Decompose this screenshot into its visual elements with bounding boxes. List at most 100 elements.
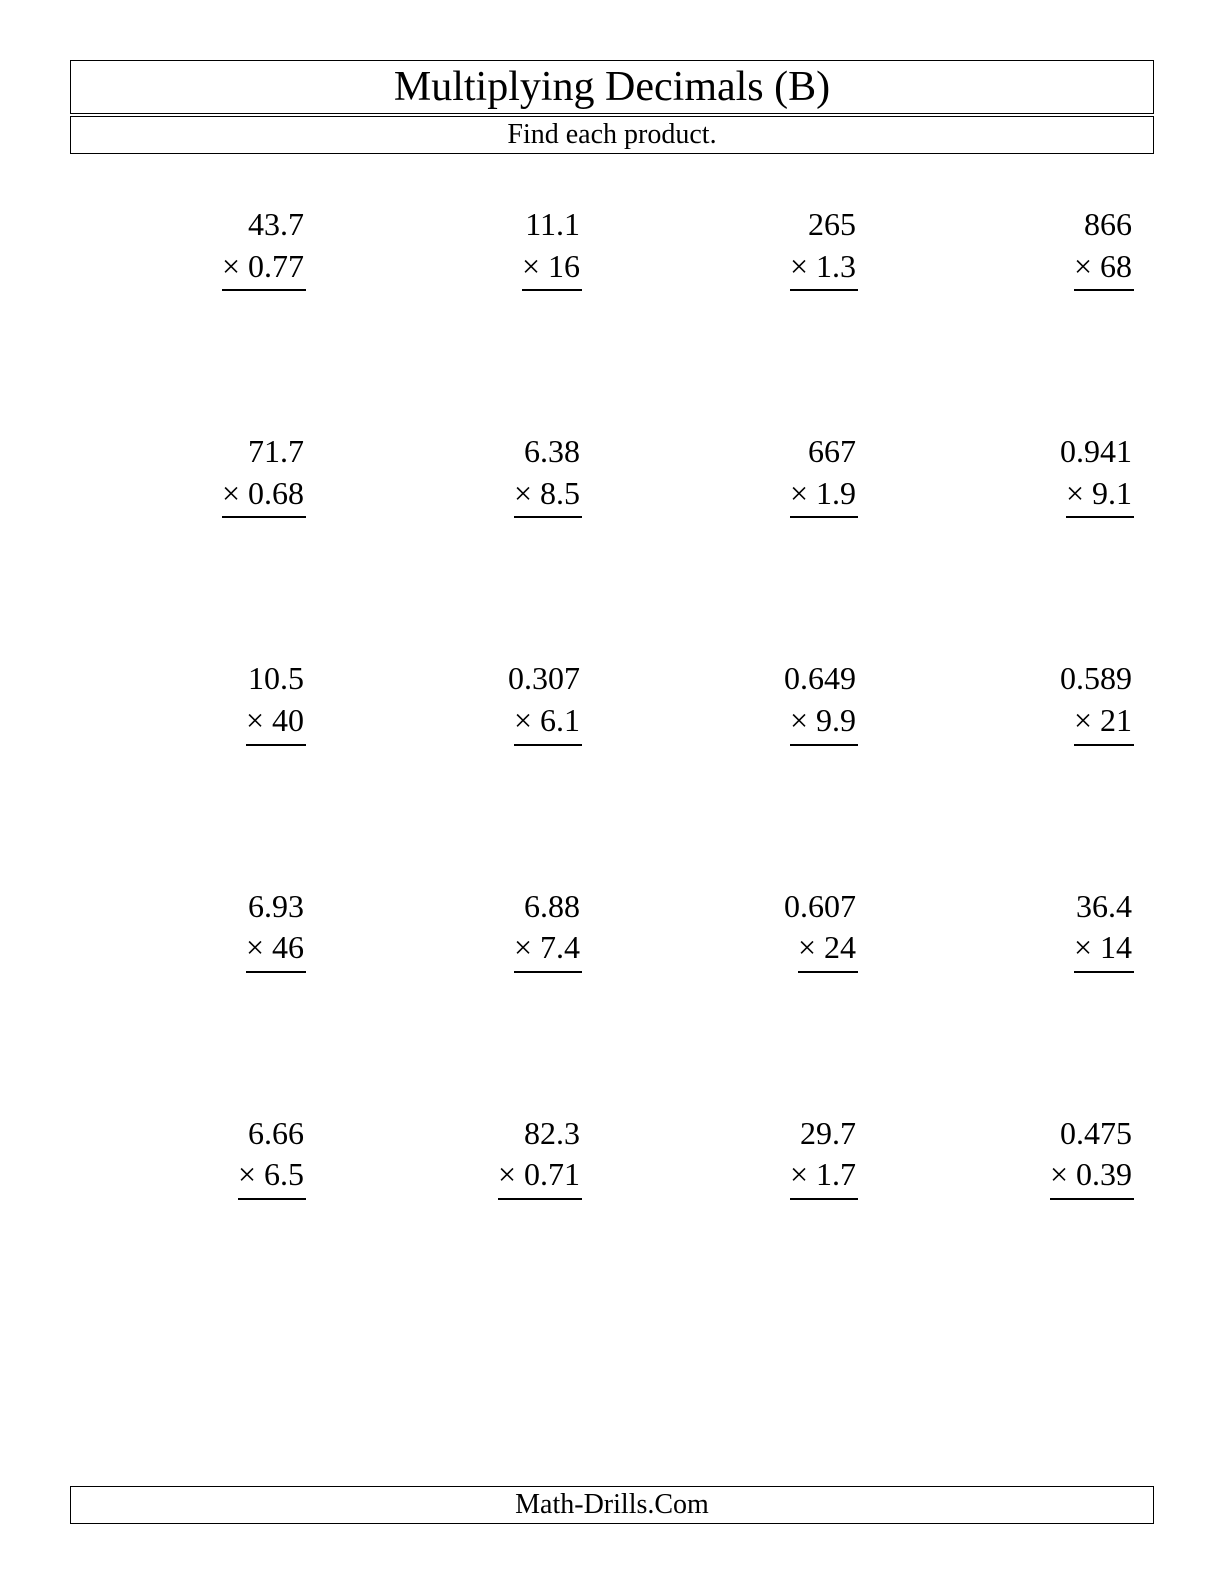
multiplicand: 36.4 [1076,886,1134,928]
problem: 6.66× 6.5 [90,1113,306,1200]
multiplicand: 0.307 [508,658,582,700]
multiplier: 1.7 [816,1156,856,1192]
multiply-symbol: × [246,929,264,965]
problem: 0.589× 21 [918,658,1134,745]
multiplier: 21 [1100,702,1132,738]
multiply-symbol: × [790,475,808,511]
multiplier: 0.39 [1076,1156,1132,1192]
multiplier: 9.9 [816,702,856,738]
multiplier: 6.1 [540,702,580,738]
problem: 0.307× 6.1 [366,658,582,745]
multiplicand: 82.3 [524,1113,582,1155]
page-subtitle: Find each product. [71,119,1153,151]
multiplicand: 43.7 [248,204,306,246]
multiply-symbol: × [1074,929,1092,965]
multiplicand: 10.5 [248,658,306,700]
multiplicand: 6.66 [248,1113,306,1155]
multiply-symbol: × [1074,702,1092,738]
multiplier: 14 [1100,929,1132,965]
problem: 6.93× 46 [90,886,306,973]
multiplier: 1.9 [816,475,856,511]
multiplier-row: × 8.5 [514,473,582,519]
multiplier: 8.5 [540,475,580,511]
multiply-symbol: × [498,1156,516,1192]
multiplier-row: × 0.39 [1050,1154,1134,1200]
multiplier-row: × 0.68 [222,473,306,519]
problem: 866× 68 [918,204,1134,291]
problem: 0.607× 24 [642,886,858,973]
multiplicand: 0.941 [1060,431,1134,473]
multiplicand: 0.607 [784,886,858,928]
multiplicand: 71.7 [248,431,306,473]
multiply-symbol: × [1050,1156,1068,1192]
multiplicand: 265 [808,204,858,246]
problem: 0.941× 9.1 [918,431,1134,518]
multiply-symbol: × [522,248,540,284]
multiplier-row: × 46 [246,927,306,973]
multiplier-row: × 68 [1074,246,1134,292]
problem: 0.649× 9.9 [642,658,858,745]
multiplicand: 0.589 [1060,658,1134,700]
multiplicand: 0.475 [1060,1113,1134,1155]
multiplicand: 0.649 [784,658,858,700]
multiplicand: 667 [808,431,858,473]
multiplier-row: × 21 [1074,700,1134,746]
multiply-symbol: × [790,248,808,284]
problem: 29.7× 1.7 [642,1113,858,1200]
multiplier-row: × 9.1 [1066,473,1134,519]
multiplier: 16 [548,248,580,284]
problem: 6.88× 7.4 [366,886,582,973]
problem: 667× 1.9 [642,431,858,518]
multiplier: 24 [824,929,856,965]
multiplier-row: × 1.3 [790,246,858,292]
multiply-symbol: × [238,1156,256,1192]
multiplicand: 6.88 [524,886,582,928]
footer-text: Math-Drills.Com [71,1489,1153,1521]
multiplicand: 29.7 [800,1113,858,1155]
multiplier-row: × 14 [1074,927,1134,973]
multiplier: 1.3 [816,248,856,284]
multiplier-row: × 1.7 [790,1154,858,1200]
multiplier-row: × 6.5 [238,1154,306,1200]
multiplier: 0.77 [248,248,304,284]
multiply-symbol: × [1074,248,1092,284]
problem: 0.475× 0.39 [918,1113,1134,1200]
multiplier: 46 [272,929,304,965]
problem: 10.5× 40 [90,658,306,745]
multiplicand: 6.38 [524,431,582,473]
multiplicand: 11.1 [525,204,582,246]
multiplier: 0.71 [524,1156,580,1192]
multiply-symbol: × [514,475,532,511]
problem: 36.4× 14 [918,886,1134,973]
multiply-symbol: × [790,702,808,738]
problem: 82.3× 0.71 [366,1113,582,1200]
problem: 265× 1.3 [642,204,858,291]
problems-grid: 43.7× 0.7711.1× 16265× 1.3866× 6871.7× 0… [70,204,1154,1200]
problem: 71.7× 0.68 [90,431,306,518]
multiply-symbol: × [1066,475,1084,511]
multiplier-row: × 1.9 [790,473,858,519]
problem: 11.1× 16 [366,204,582,291]
problem: 6.38× 8.5 [366,431,582,518]
footer-box: Math-Drills.Com [70,1486,1154,1524]
page-title: Multiplying Decimals (B) [71,63,1153,111]
multiplier: 9.1 [1092,475,1132,511]
multiplier-row: × 0.77 [222,246,306,292]
multiply-symbol: × [790,1156,808,1192]
multiply-symbol: × [222,248,240,284]
multiplier-row: × 40 [246,700,306,746]
subtitle-box: Find each product. [70,116,1154,154]
multiply-symbol: × [514,929,532,965]
multiplier-row: × 16 [522,246,582,292]
multiplier: 6.5 [264,1156,304,1192]
multiply-symbol: × [798,929,816,965]
multiply-symbol: × [246,702,264,738]
multiply-symbol: × [222,475,240,511]
multiplier: 7.4 [540,929,580,965]
multiplicand: 6.93 [248,886,306,928]
multiplier: 0.68 [248,475,304,511]
multiply-symbol: × [514,702,532,738]
multiplier: 40 [272,702,304,738]
multiplier-row: × 9.9 [790,700,858,746]
multiplicand: 866 [1084,204,1134,246]
